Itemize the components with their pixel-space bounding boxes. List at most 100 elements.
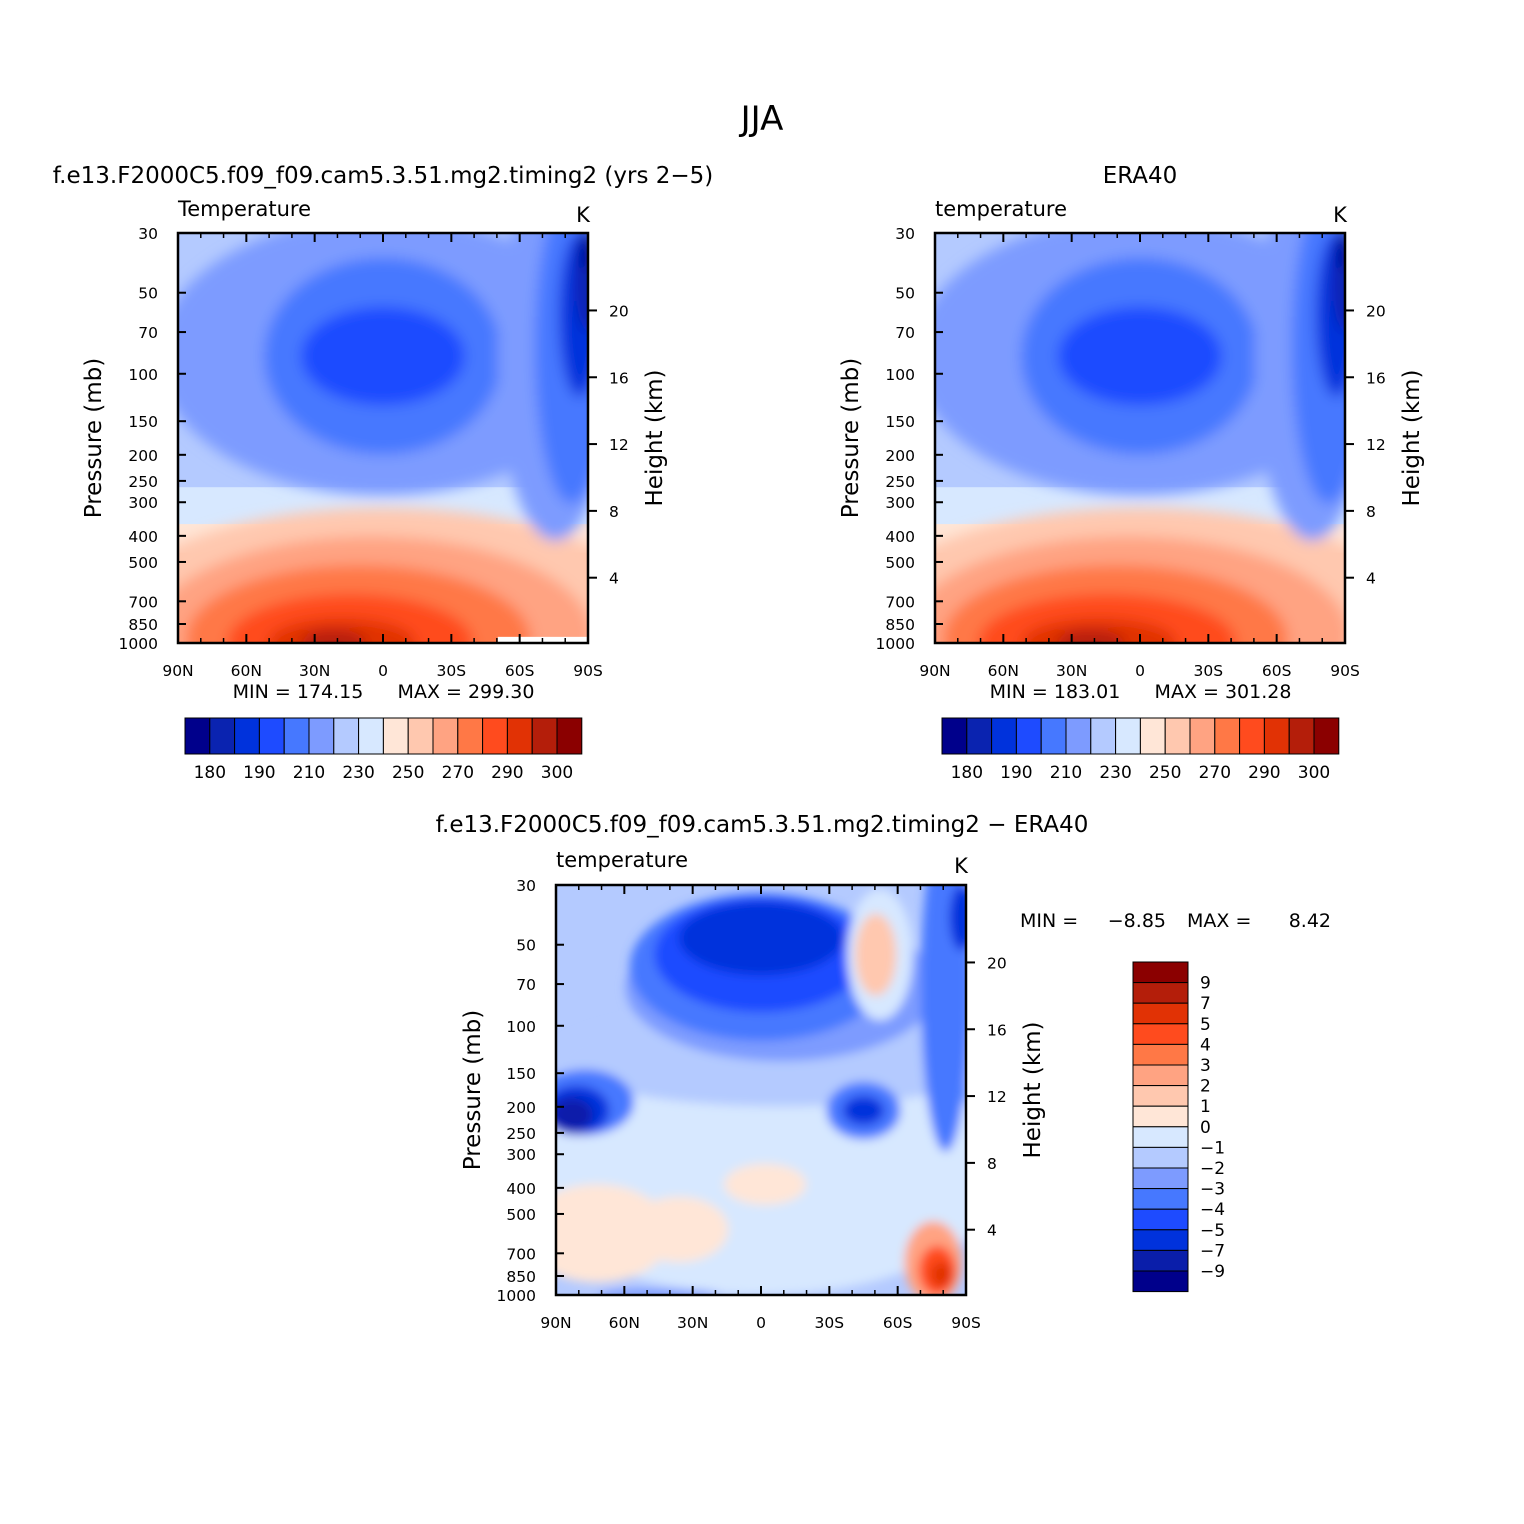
colorbar-swatch bbox=[1263, 717, 1290, 755]
units-label: K bbox=[1333, 203, 1348, 227]
y-right-tick-label: 16 bbox=[1366, 369, 1386, 387]
colorbar-label: 9 bbox=[1200, 974, 1211, 994]
colorbar-label: 300 bbox=[1298, 763, 1330, 783]
colorbar-label: −2 bbox=[1200, 1159, 1225, 1179]
colorbar-swatch bbox=[258, 717, 285, 755]
panel-era40: ERA40 temperature K 30507010015020025030… bbox=[838, 163, 1425, 783]
x-tick-label: 90N bbox=[162, 662, 193, 680]
colorbar-swatch bbox=[234, 717, 260, 755]
min-label: MIN = 183.01 bbox=[990, 681, 1121, 703]
y-tick-label: 30 bbox=[516, 877, 536, 895]
difference-contour bbox=[855, 913, 897, 996]
y-tick-label: 70 bbox=[895, 324, 915, 342]
y-right-tick-label: 20 bbox=[1366, 302, 1386, 320]
temperature-contour bbox=[301, 306, 465, 406]
colorbar-label: 180 bbox=[194, 763, 226, 783]
colorbar-label: 270 bbox=[1199, 763, 1231, 783]
colorbar-label: 290 bbox=[491, 763, 523, 783]
colorbar-swatch bbox=[1132, 961, 1189, 984]
y-tick-label: 850 bbox=[506, 1268, 536, 1286]
y-right-tick-label: 12 bbox=[609, 436, 629, 454]
variable-label: temperature bbox=[556, 848, 688, 872]
y-right-tick-label: 4 bbox=[1366, 570, 1376, 588]
colorbar-swatch bbox=[1239, 717, 1265, 755]
colorbar-swatch bbox=[1132, 1043, 1189, 1066]
difference-contour bbox=[679, 901, 843, 976]
y-tick-label: 400 bbox=[128, 528, 158, 546]
colorbar-label: 270 bbox=[442, 763, 474, 783]
x-tick-label: 60S bbox=[883, 1314, 913, 1332]
x-tick-label: 60N bbox=[609, 1314, 640, 1332]
x-tick-label: 0 bbox=[756, 1314, 766, 1332]
colorbar-swatch bbox=[991, 717, 1017, 755]
y-tick-label: 150 bbox=[128, 413, 158, 431]
colorbar-swatch bbox=[1164, 717, 1191, 755]
colorbar-swatch bbox=[1132, 1085, 1189, 1107]
difference-contour bbox=[843, 1096, 884, 1125]
panel-model: f.e13.F2000C5.f09_f09.cam5.3.51.mg2.timi… bbox=[53, 163, 714, 783]
temperature-contour bbox=[1021, 618, 1177, 643]
contour-field bbox=[935, 233, 1345, 643]
y-axis-right-label: Height (km) bbox=[642, 369, 668, 506]
figure-title: JJA bbox=[739, 99, 784, 139]
x-tick-label: 30N bbox=[677, 1314, 708, 1332]
colorbar-swatch bbox=[283, 717, 310, 755]
y-axis-right-label: Height (km) bbox=[1020, 1021, 1046, 1158]
x-tick-label: 60S bbox=[505, 662, 535, 680]
colorbar-swatch bbox=[1132, 1167, 1189, 1190]
y-tick-label: 150 bbox=[885, 413, 915, 431]
colorbar-label: 230 bbox=[1099, 763, 1131, 783]
colorbar-swatch bbox=[506, 717, 533, 755]
axes: 305070100150200250300400500700850100090N… bbox=[497, 877, 1007, 1332]
variable-label: temperature bbox=[935, 197, 1067, 221]
panel-title: ERA40 bbox=[1103, 163, 1178, 189]
colorbar-swatch bbox=[1132, 1105, 1189, 1128]
x-tick-label: 60S bbox=[1262, 662, 1292, 680]
colorbar-swatch bbox=[184, 717, 211, 755]
colorbar: 180 190 210 230 250 270 290 300 bbox=[184, 717, 583, 783]
y-tick-label: 1000 bbox=[119, 635, 158, 653]
colorbar-label: 190 bbox=[1000, 763, 1032, 783]
colorbar-swatch bbox=[1288, 717, 1315, 755]
difference-contour bbox=[949, 885, 966, 951]
colorbar-swatch bbox=[1132, 1126, 1189, 1148]
y-tick-label: 50 bbox=[138, 285, 158, 303]
y-right-tick-label: 4 bbox=[987, 1222, 997, 1240]
colorbar-swatch bbox=[1065, 717, 1092, 755]
y-tick-label: 30 bbox=[895, 225, 915, 243]
y-tick-label: 500 bbox=[128, 554, 158, 572]
x-tick-label: 60N bbox=[231, 662, 262, 680]
y-tick-label: 850 bbox=[885, 616, 915, 634]
y-tick-label: 150 bbox=[506, 1065, 536, 1083]
x-tick-label: 30S bbox=[437, 662, 467, 680]
colorbar-swatch bbox=[1132, 1249, 1189, 1272]
y-tick-label: 250 bbox=[885, 473, 915, 491]
temperature-contour bbox=[268, 618, 416, 643]
colorbar-swatch bbox=[1090, 717, 1117, 755]
colorbar-swatch bbox=[333, 717, 360, 755]
y-axis-label: Pressure (mb) bbox=[460, 1010, 486, 1170]
difference-contour bbox=[724, 1163, 807, 1205]
temperature-contour bbox=[301, 630, 367, 643]
y-right-tick-label: 8 bbox=[1366, 503, 1376, 521]
y-tick-label: 300 bbox=[128, 494, 158, 512]
colorbar-label: −4 bbox=[1200, 1200, 1225, 1220]
difference-contour bbox=[556, 1098, 593, 1131]
y-tick-label: 700 bbox=[128, 593, 158, 611]
units-label: K bbox=[576, 203, 591, 227]
temperature-contour bbox=[579, 233, 588, 270]
colorbar-label: 210 bbox=[1050, 763, 1082, 783]
y-tick-label: 700 bbox=[885, 593, 915, 611]
colorbar-swatch bbox=[1040, 717, 1067, 755]
colorbar-label: −7 bbox=[1200, 1241, 1225, 1261]
x-tick-label: 90N bbox=[919, 662, 950, 680]
x-tick-label: 90S bbox=[1330, 662, 1360, 680]
y-tick-label: 70 bbox=[138, 324, 158, 342]
y-tick-label: 250 bbox=[506, 1125, 536, 1143]
colorbar-label: 0 bbox=[1200, 1118, 1211, 1138]
y-tick-label: 400 bbox=[885, 528, 915, 546]
max-label: MAX = bbox=[1187, 910, 1251, 932]
y-right-tick-label: 20 bbox=[609, 302, 629, 320]
y-tick-label: 1000 bbox=[497, 1287, 536, 1305]
